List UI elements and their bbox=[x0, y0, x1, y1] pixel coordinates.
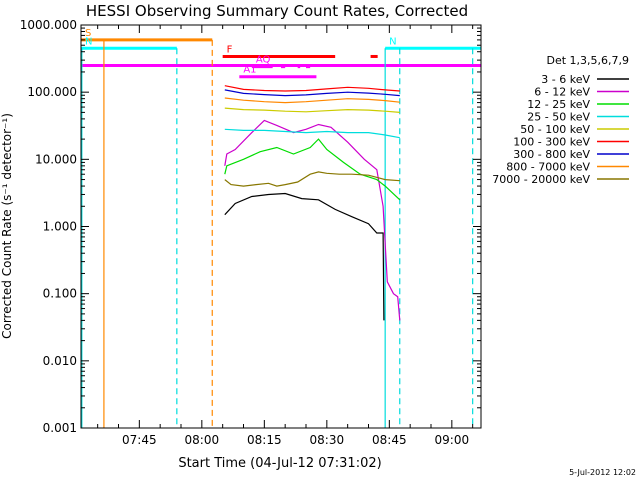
flag-label: AQ bbox=[256, 55, 271, 66]
x-tick-label: 08:30 bbox=[310, 433, 345, 447]
y-tick-label: 0.001 bbox=[43, 421, 77, 435]
legend-label: 12 - 25 keV bbox=[527, 98, 590, 111]
y-axis: 1000.000 100.000 10.000 1.000 0.100 0.010 0.00… bbox=[20, 18, 481, 435]
legend-label: 300 - 800 keV bbox=[513, 148, 590, 161]
flag-label: N bbox=[389, 36, 396, 47]
y-axis-label: Corrected Count Rate (s⁻¹ detector⁻¹) bbox=[0, 113, 14, 339]
series-line bbox=[224, 138, 401, 201]
legend-title: Det 1,3,5,6,7,9 bbox=[546, 54, 629, 67]
y-tick-label: 0.010 bbox=[43, 354, 77, 368]
legend-label: 25 - 50 keV bbox=[527, 111, 590, 124]
legend-label: 3 - 6 keV bbox=[541, 73, 590, 86]
legend-label: 100 - 300 keV bbox=[513, 136, 590, 149]
footer-timestamp: 5-Jul-2012 12:02 bbox=[569, 468, 636, 477]
series-line bbox=[224, 128, 400, 139]
x-axis: 07:45 08:00 08:15 08:30 08:45 09:00 bbox=[97, 25, 474, 447]
plot-frame bbox=[80, 24, 482, 429]
x-tick-label: 09:00 bbox=[435, 433, 470, 447]
x-tick-label: 08:15 bbox=[247, 433, 282, 447]
x-tick-label: 08:45 bbox=[372, 433, 407, 447]
series-line bbox=[224, 171, 400, 187]
y-tick-label: 100.000 bbox=[27, 85, 77, 99]
series-line bbox=[224, 89, 400, 97]
series-line bbox=[224, 119, 401, 321]
x-tick-label: 07:45 bbox=[122, 433, 157, 447]
legend-label: 6 - 12 keV bbox=[534, 86, 590, 99]
y-tick-label: 10.000 bbox=[35, 152, 77, 166]
y-tick-label: 1.000 bbox=[43, 220, 77, 234]
state-change-lines bbox=[81, 39, 474, 428]
flag-label: N bbox=[85, 36, 92, 47]
series-line bbox=[224, 107, 400, 113]
y-tick-label: 1000.000 bbox=[20, 18, 77, 32]
series-line bbox=[224, 85, 400, 92]
y-tick-label: 0.100 bbox=[43, 287, 77, 301]
flag-label: A1 bbox=[243, 65, 256, 76]
chart-title: HESSI Observing Summary Count Rates, Cor… bbox=[86, 2, 468, 20]
legend-label: 800 - 7000 keV bbox=[506, 161, 590, 174]
x-tick-label: 08:00 bbox=[185, 433, 220, 447]
x-axis-label: Start Time (04-Jul-12 07:31:02) bbox=[178, 456, 381, 471]
series-lines bbox=[224, 85, 401, 321]
flag-label: S bbox=[85, 28, 91, 39]
series-line bbox=[224, 192, 385, 321]
flag-label: F bbox=[227, 44, 233, 55]
series-line bbox=[224, 97, 400, 104]
legend-label: 7000 - 20000 keV bbox=[492, 173, 590, 186]
legend-label: 50 - 100 keV bbox=[520, 123, 590, 136]
